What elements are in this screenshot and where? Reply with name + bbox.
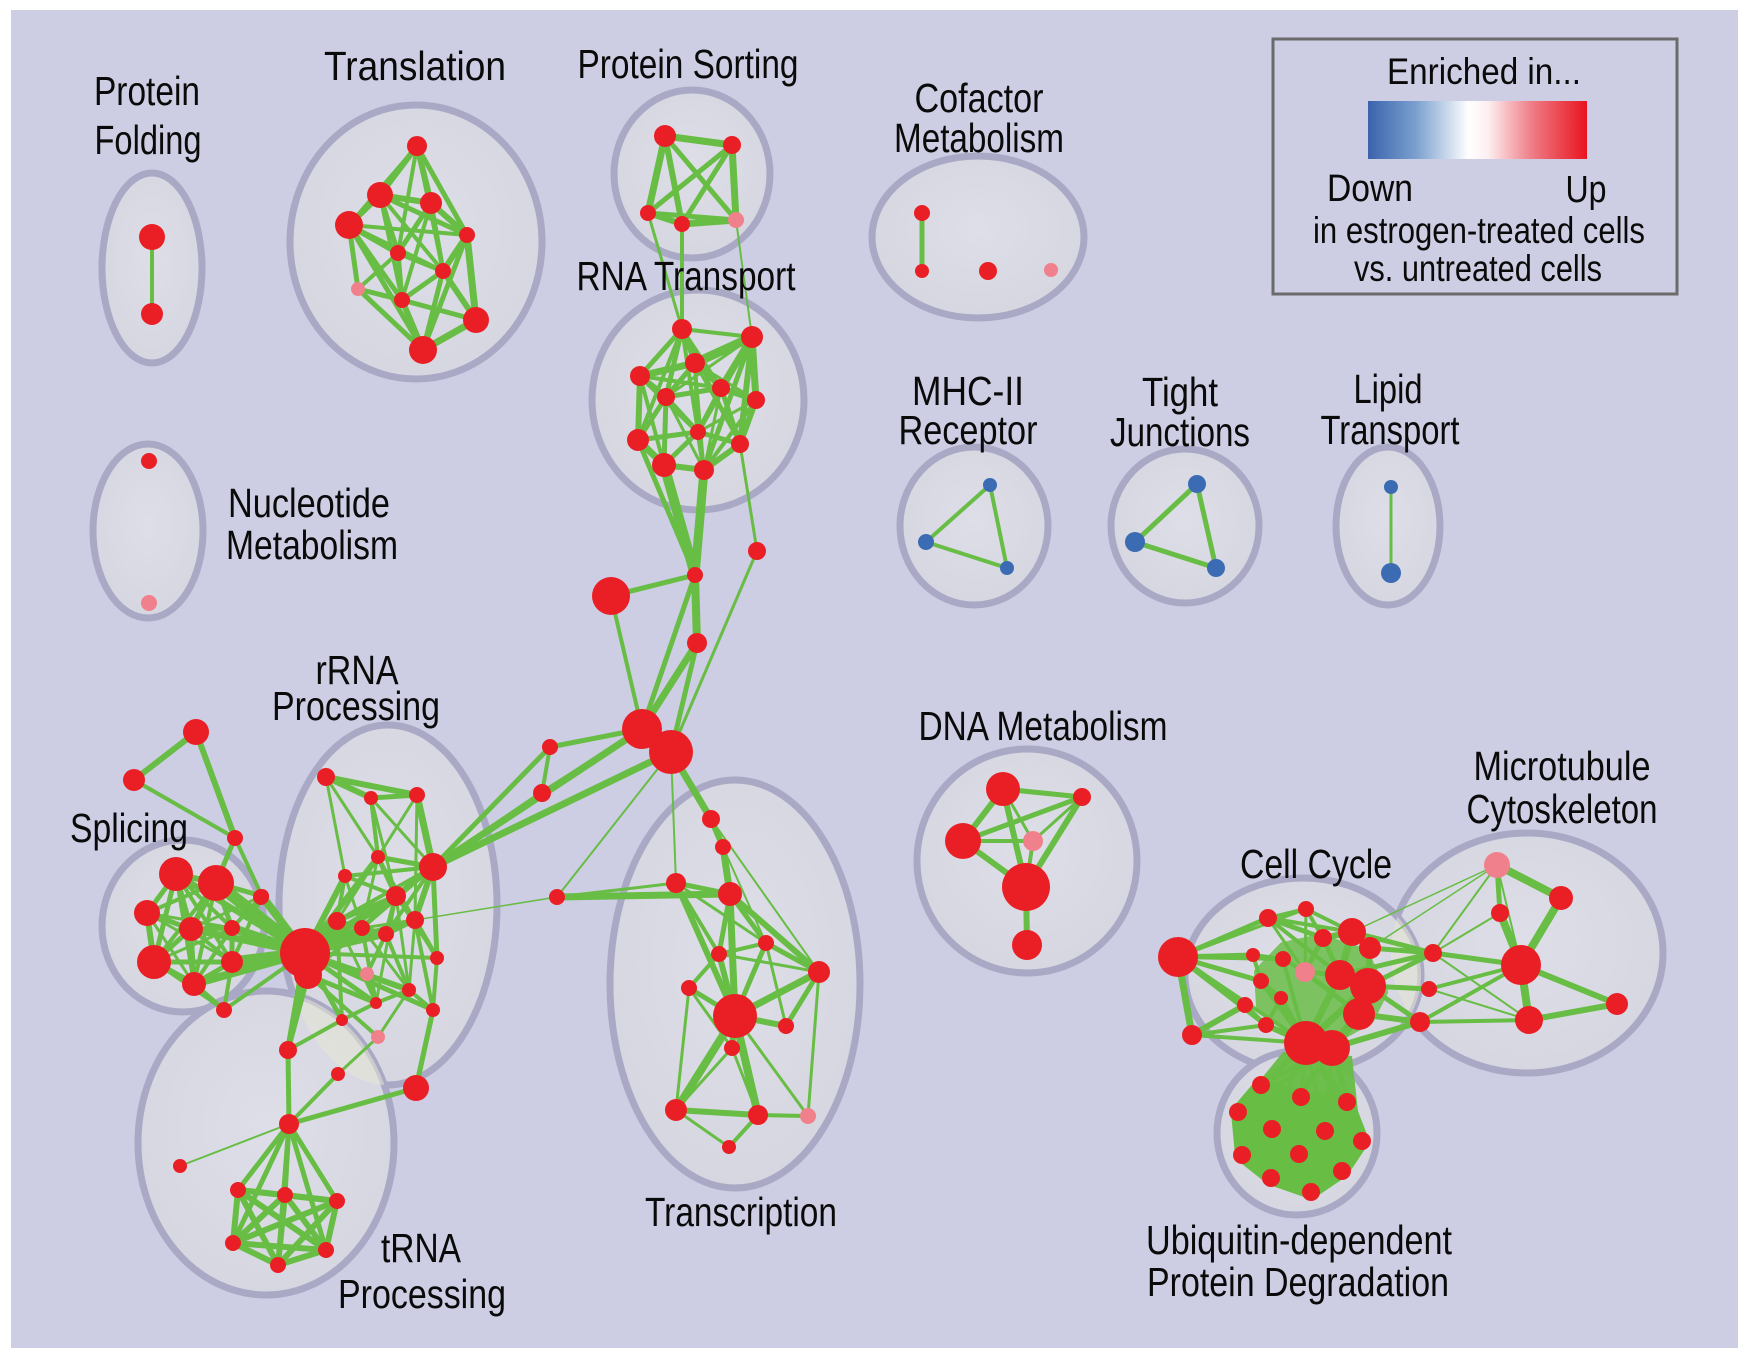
svg-text:Tight: Tight [1142,369,1219,415]
svg-text:tRNA: tRNA [381,1225,462,1271]
svg-text:Translation: Translation [324,43,506,89]
svg-text:Enriched in...: Enriched in... [1387,51,1581,92]
svg-text:Down: Down [1327,168,1413,210]
svg-text:Protein Degradation: Protein Degradation [1147,1259,1449,1305]
svg-text:Junctions: Junctions [1110,409,1250,455]
svg-text:DNA Metabolism: DNA Metabolism [919,703,1168,749]
svg-text:Cell Cycle: Cell Cycle [1240,841,1392,887]
svg-text:Lipid: Lipid [1354,366,1423,412]
svg-text:in estrogen-treated cells: in estrogen-treated cells [1313,210,1645,251]
svg-text:Cytoskeleton: Cytoskeleton [1467,786,1658,832]
svg-text:Splicing: Splicing [70,805,188,851]
svg-text:Metabolism: Metabolism [226,522,398,568]
svg-text:Processing: Processing [272,683,440,729]
svg-text:Cofactor: Cofactor [915,75,1044,121]
svg-text:Ubiquitin-dependent: Ubiquitin-dependent [1146,1217,1453,1263]
svg-text:Microtubule: Microtubule [1474,743,1651,789]
svg-text:Nucleotide: Nucleotide [228,480,390,526]
svg-text:Up: Up [1566,169,1607,211]
svg-text:Metabolism: Metabolism [894,115,1064,161]
svg-text:Folding: Folding [95,117,202,163]
svg-text:Protein: Protein [94,68,200,114]
svg-text:RNA Transport: RNA Transport [577,253,796,299]
svg-text:Processing: Processing [338,1271,506,1317]
svg-text:rRNA: rRNA [316,647,400,693]
svg-text:vs. untreated cells: vs. untreated cells [1354,248,1602,289]
svg-text:MHC-II: MHC-II [912,368,1024,414]
svg-text:Receptor: Receptor [899,407,1038,453]
svg-text:Protein Sorting: Protein Sorting [578,41,799,87]
svg-text:Transcription: Transcription [645,1189,837,1235]
svg-text:Transport: Transport [1321,407,1460,453]
